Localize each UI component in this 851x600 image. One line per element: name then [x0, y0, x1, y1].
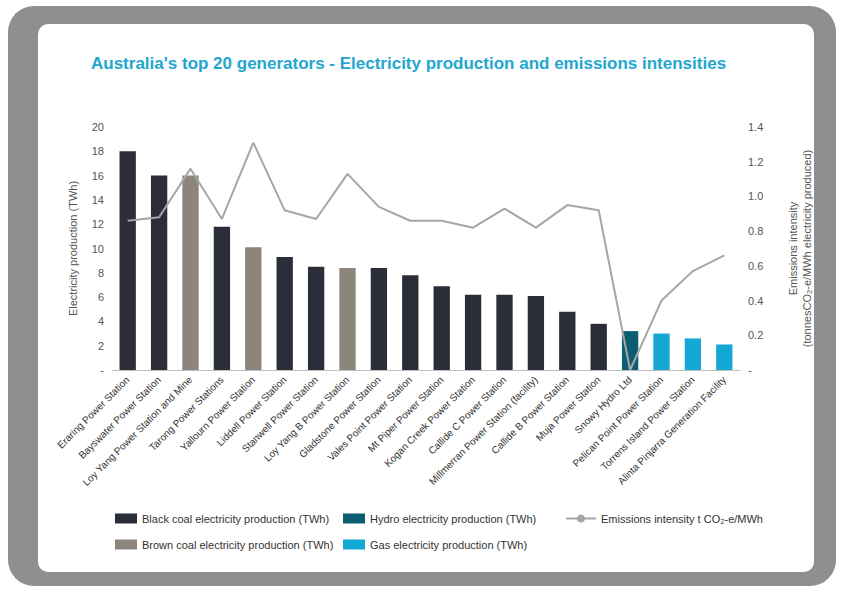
svg-text:Yallourn Power Station: Yallourn Power Station: [178, 374, 258, 454]
svg-text:8: 8: [98, 267, 104, 279]
svg-text:-: -: [100, 364, 104, 376]
svg-text:Black coal electricity product: Black coal electricity production (TWh): [142, 513, 329, 525]
svg-text:Eraring Power Station: Eraring Power Station: [55, 374, 132, 451]
svg-text:Hydro electricity production (: Hydro electricity production (TWh): [370, 513, 536, 525]
svg-text:10: 10: [92, 243, 104, 255]
svg-text:1.2: 1.2: [748, 156, 763, 168]
svg-text:Mt Piper Power Station: Mt Piper Power Station: [365, 374, 446, 455]
svg-text:0.8: 0.8: [748, 225, 763, 237]
svg-text:6: 6: [98, 291, 104, 303]
svg-text:Torrens Island Power Station: Torrens Island Power Station: [598, 374, 697, 473]
svg-text:(tonnesCO₂-e/MWh electricity p: (tonnesCO₂-e/MWh electricity produced): [801, 150, 813, 347]
svg-text:16: 16: [92, 170, 104, 182]
svg-text:1.0: 1.0: [748, 190, 763, 202]
svg-text:Gas electricity production (TW: Gas electricity production (TWh): [370, 539, 527, 551]
svg-text:Emissions intensity t CO₂-e/MW: Emissions intensity t CO₂-e/MWh: [601, 513, 763, 525]
svg-text:Loy Yang B Power Station: Loy Yang B Power Station: [261, 374, 352, 464]
svg-text:Callide C Power Station: Callide C Power Station: [426, 374, 509, 457]
svg-text:0.2: 0.2: [748, 329, 763, 341]
svg-text:18: 18: [92, 145, 104, 157]
svg-text:0.4: 0.4: [748, 295, 763, 307]
svg-text:Electricity production (TWh): Electricity production (TWh): [67, 181, 79, 316]
svg-text:14: 14: [92, 194, 104, 206]
svg-text:Callide B Power Station: Callide B Power Station: [489, 374, 572, 457]
svg-text:12: 12: [92, 218, 104, 230]
svg-text:Gladstone Power Station: Gladstone Power Station: [296, 374, 383, 460]
svg-text:Tarong Power Stations: Tarong Power Stations: [147, 374, 226, 453]
svg-text:Millmerran Power Station (faci: Millmerran Power Station (facility): [427, 374, 540, 487]
svg-text:Loy Yang Power Station and Min: Loy Yang Power Station and Mine: [81, 374, 195, 488]
svg-text:Stanwell Power Station: Stanwell Power Station: [239, 374, 320, 455]
svg-text:Australia's top 20 generators: Australia's top 20 generators - Electric…: [91, 54, 726, 73]
svg-text:2: 2: [98, 340, 104, 352]
svg-text:Kogan Creek Power Station: Kogan Creek Power Station: [382, 374, 477, 469]
svg-text:Pelican Point Power Station: Pelican Point Power Station: [570, 374, 666, 469]
svg-text:Liddell Power Station: Liddell Power Station: [214, 374, 289, 449]
svg-text:4: 4: [98, 315, 104, 327]
svg-text:0.6: 0.6: [748, 260, 763, 272]
svg-text:Muja Power Station: Muja Power Station: [533, 374, 603, 444]
svg-text:Snowy Hydro Ltd: Snowy Hydro Ltd: [572, 374, 634, 436]
svg-text:Alinta Pinjarra Generation Fac: Alinta Pinjarra Generation Facility: [616, 374, 729, 487]
svg-text:Brown coal electricity product: Brown coal electricity production (TWh): [142, 539, 333, 551]
svg-text:Emissions intensity: Emissions intensity: [787, 201, 799, 295]
svg-text:Vales Point Power Station: Vales Point Power Station: [325, 374, 415, 463]
svg-text:20: 20: [92, 121, 104, 133]
svg-text:-: -: [748, 364, 752, 376]
svg-text:Bayswater Power Station: Bayswater Power Station: [76, 374, 163, 461]
svg-text:1.4: 1.4: [748, 121, 763, 133]
